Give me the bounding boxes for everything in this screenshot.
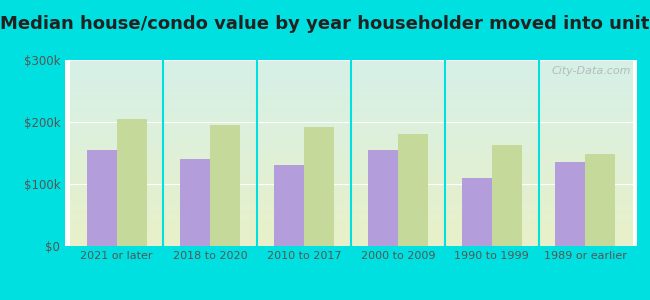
Bar (86, 150, 116, 246)
Bar (398, 134, 428, 246)
Bar (180, 159, 211, 246)
Bar (586, 154, 616, 246)
Text: City-Data.com: City-Data.com (552, 66, 631, 76)
Bar (491, 145, 522, 246)
Bar (555, 162, 586, 246)
Bar (211, 125, 240, 246)
Bar (116, 119, 147, 246)
Bar (274, 165, 304, 246)
Bar (462, 178, 491, 246)
Text: Median house/condo value by year householder moved into unit: Median house/condo value by year househo… (0, 15, 650, 33)
Bar (368, 150, 398, 246)
Bar (304, 127, 334, 246)
